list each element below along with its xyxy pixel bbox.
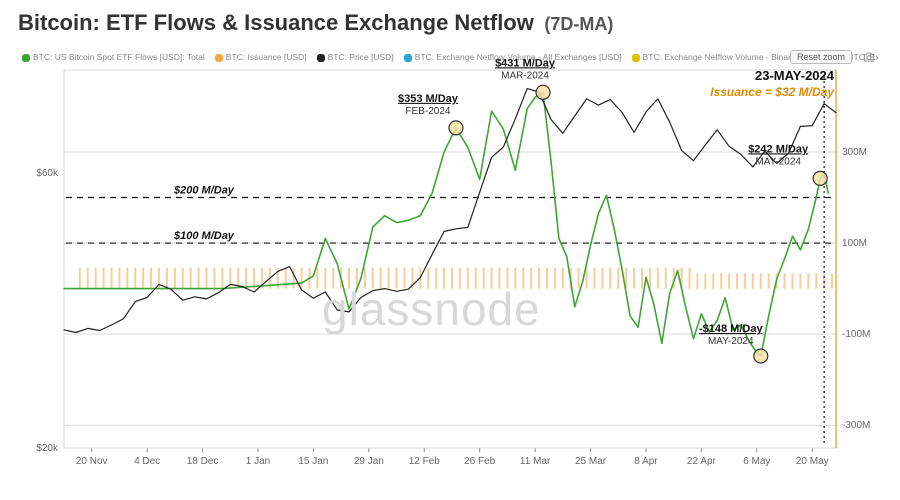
chart-svg: -300M -100M 100M 300M $20k $60k 20 Nov 4 Dec 18 … bbox=[22, 52, 878, 480]
svg-text:6 May: 6 May bbox=[743, 456, 770, 467]
svg-text:4 Dec: 4 Dec bbox=[134, 456, 160, 467]
svg-text:$100 M/Day: $100 M/Day bbox=[173, 230, 235, 242]
svg-text:22 Apr: 22 Apr bbox=[687, 456, 717, 467]
svg-text:$353 M/Day: $353 M/Day bbox=[398, 93, 459, 105]
svg-text:11 Mar: 11 Mar bbox=[520, 456, 551, 467]
svg-text:12 Feb: 12 Feb bbox=[409, 456, 441, 467]
svg-text:100M: 100M bbox=[842, 238, 867, 249]
svg-text:29 Jan: 29 Jan bbox=[354, 456, 384, 467]
svg-text:$200 M/Day: $200 M/Day bbox=[173, 185, 235, 197]
chart-subtitle: (7D-MA) bbox=[544, 14, 613, 34]
svg-text:MAR-2024: MAR-2024 bbox=[501, 70, 549, 81]
svg-text:MAY-2024: MAY-2024 bbox=[708, 336, 754, 347]
svg-text:Issuance = $32 M/Day: Issuance = $32 M/Day bbox=[710, 85, 835, 99]
plot-container: BTC: US Bitcoin Spot ETF Flows [USD]: To… bbox=[22, 52, 878, 480]
svg-text:20 May: 20 May bbox=[796, 456, 829, 467]
root: Bitcoin: ETF Flows & Issuance Exchange N… bbox=[0, 0, 900, 500]
svg-text:26 Feb: 26 Feb bbox=[464, 456, 496, 467]
svg-text:$242 M/Day: $242 M/Day bbox=[748, 143, 809, 155]
svg-text:-$148 M/Day: -$148 M/Day bbox=[699, 323, 763, 335]
svg-text:FEB-2024: FEB-2024 bbox=[405, 106, 450, 117]
svg-text:8 Apr: 8 Apr bbox=[634, 456, 658, 467]
chart-title-row: Bitcoin: ETF Flows & Issuance Exchange N… bbox=[18, 10, 613, 36]
svg-text:-300M: -300M bbox=[842, 420, 870, 431]
svg-text:1 Jan: 1 Jan bbox=[246, 456, 270, 467]
svg-text:23-MAY-2024: 23-MAY-2024 bbox=[755, 68, 835, 83]
svg-text:25 Mar: 25 Mar bbox=[575, 456, 607, 467]
chart-title: Bitcoin: ETF Flows & Issuance Exchange N… bbox=[18, 10, 534, 35]
svg-text:$431 M/Day: $431 M/Day bbox=[495, 57, 556, 69]
svg-text:18 Dec: 18 Dec bbox=[187, 456, 219, 467]
svg-text:20 Nov: 20 Nov bbox=[76, 456, 108, 467]
svg-text:MAY-2024: MAY-2024 bbox=[755, 156, 801, 167]
svg-text:15 Jan: 15 Jan bbox=[298, 456, 328, 467]
svg-text:-100M: -100M bbox=[842, 329, 870, 340]
svg-text:300M: 300M bbox=[842, 147, 867, 158]
svg-text:$20k: $20k bbox=[36, 443, 59, 454]
svg-text:$60k: $60k bbox=[36, 168, 59, 179]
